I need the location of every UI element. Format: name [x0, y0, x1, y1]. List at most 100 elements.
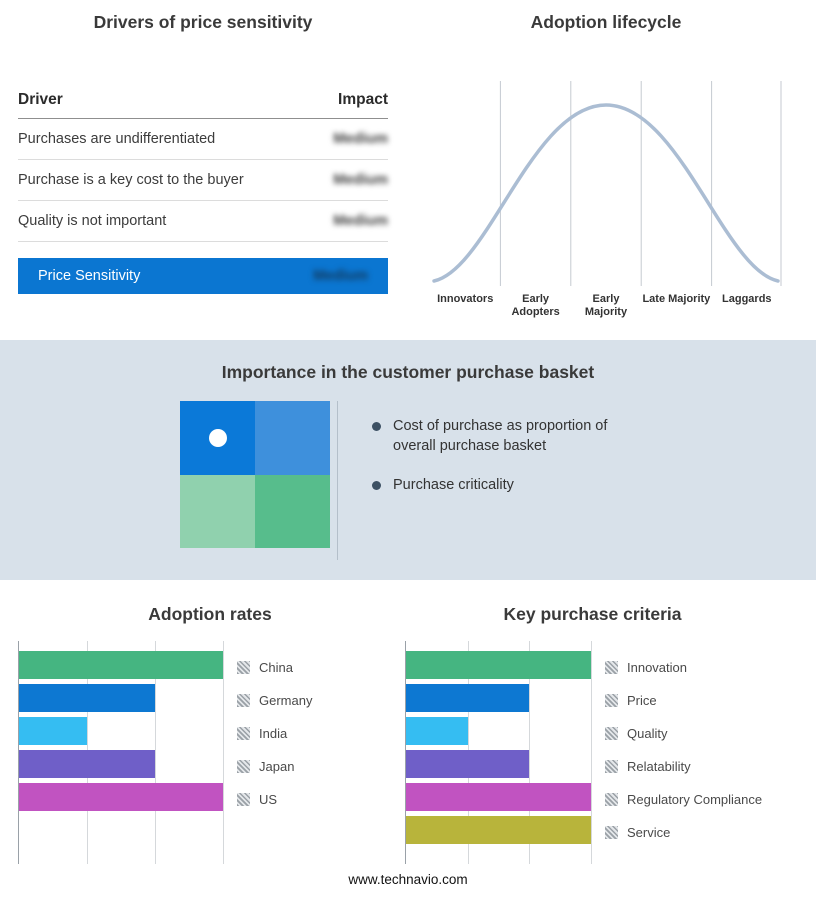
legend-item-price: Price: [605, 684, 762, 717]
legend-label: Price: [627, 693, 657, 708]
driver-cell: Quality is not important: [18, 213, 167, 229]
legend-item-germany: Germany: [237, 684, 312, 717]
legend-swatch-icon: [605, 661, 618, 674]
bullet-text: Purchase criticality: [393, 477, 514, 494]
bar-price: [406, 684, 530, 712]
legend: China Germany India Japan US: [237, 641, 312, 864]
legend-swatch-icon: [237, 727, 250, 740]
legend-label: US: [259, 792, 278, 807]
purchase-basket-matrix: [180, 401, 338, 560]
bar-relatability: [406, 750, 530, 778]
price-sensitivity-row: Price Sensitivity Medium: [18, 258, 388, 294]
impact-cell: Medium: [333, 131, 388, 147]
legend-swatch-icon: [605, 727, 618, 740]
lifecycle-chart: Innovators Early Adopters Early Majority…: [430, 81, 782, 319]
drivers-title: Drivers of price sensitivity: [93, 12, 313, 32]
legend-swatch-icon: [237, 694, 250, 707]
legend-label: Relatability: [627, 759, 691, 774]
bar-us: [19, 783, 223, 811]
table-row: Quality is not important Medium: [18, 201, 388, 242]
impact-cell: Medium: [333, 213, 388, 229]
legend-item-us: US: [237, 783, 312, 816]
drivers-table: Driver Impact Purchases are undifferenti…: [18, 85, 388, 294]
basket-body: Cost of purchase as proportion of overal…: [0, 401, 816, 560]
legend-swatch-icon: [605, 793, 618, 806]
legend-label: Service: [627, 825, 671, 840]
stage-label-late-majority: Late Majority: [642, 293, 711, 305]
gridline: [223, 641, 224, 864]
legend-item-regulatory-compliance: Regulatory Compliance: [605, 783, 762, 816]
table-row: Purchase is a key cost to the buyer Medi…: [18, 160, 388, 201]
legend-item-relatability: Relatability: [605, 750, 762, 783]
column-header-driver: Driver: [18, 91, 63, 108]
legend-item-japan: Japan: [237, 750, 312, 783]
legend-label: Innovation: [627, 660, 687, 675]
key-purchase-criteria-barchart: Innovation Price Quality Relatability Regula…: [405, 641, 780, 864]
bar-germany: [19, 684, 155, 712]
drivers-panel: Drivers of price sensitivity Driver Impa…: [0, 12, 402, 340]
legend-swatch-icon: [605, 694, 618, 707]
bullet-icon: [372, 481, 381, 491]
legend-label: China: [259, 660, 293, 675]
bar-japan: [19, 750, 155, 778]
legend-swatch-icon: [605, 826, 618, 839]
bar-india: [19, 717, 87, 745]
legend-swatch-icon: [237, 760, 250, 773]
bar-plot: [18, 641, 224, 864]
column-header-impact: Impact: [338, 91, 388, 108]
bar-innovation: [406, 651, 591, 679]
bullet-item: Cost of purchase as proportion of overal…: [372, 417, 614, 456]
driver-cell: Purchase is a key cost to the buyer: [18, 172, 244, 188]
summary-impact: Medium: [313, 268, 368, 284]
legend-swatch-icon: [237, 661, 250, 674]
bell-curve-path: [432, 103, 780, 283]
legend-label: Quality: [627, 726, 668, 741]
legend-swatch-icon: [605, 760, 618, 773]
matrix-marker-dot: [208, 428, 227, 447]
basket-bullets: Cost of purchase as proportion of overal…: [372, 401, 614, 548]
table-row: Purchases are undifferentiated Medium: [18, 119, 388, 160]
bullet-item: Purchase criticality: [372, 476, 614, 496]
gridline: [529, 641, 531, 864]
basket-section: Importance in the customer purchase bask…: [0, 340, 816, 580]
basket-title: Importance in the customer purchase bask…: [221, 362, 595, 382]
bar-quality: [406, 717, 468, 745]
bar-china: [19, 651, 223, 679]
table-header: Driver Impact: [18, 85, 388, 119]
legend: Innovation Price Quality Relatability Regula…: [605, 641, 762, 864]
legend-item-quality: Quality: [605, 717, 762, 750]
legend-label: Japan: [259, 759, 295, 774]
gridline: [154, 641, 156, 864]
lifecycle-panel: Adoption lifecycle Innovators Early Adop…: [402, 12, 816, 340]
legend-item-india: India: [237, 717, 312, 750]
lifecycle-title: Adoption lifecycle: [530, 12, 682, 32]
legend-item-china: China: [237, 651, 312, 684]
legend-item-innovation: Innovation: [605, 651, 762, 684]
adoption-rates-chart: Adoption rates China Germany India Japan US: [0, 604, 402, 864]
adoption-rates-barchart: China Germany India Japan US: [18, 641, 402, 864]
stage-labels: Innovators Early Adopters Early Majority…: [430, 293, 782, 319]
driver-cell: Purchases are undifferentiated: [18, 131, 216, 147]
bars: [19, 641, 223, 811]
legend-item-service: Service: [605, 816, 762, 849]
website-url: www.technavio.com: [348, 872, 468, 887]
bell-curve-svg: [432, 81, 782, 286]
matrix-top-right: [255, 401, 330, 475]
stage-label-laggards: Laggards: [722, 293, 772, 305]
bars: [406, 641, 591, 844]
matrix-bottom-left: [180, 474, 255, 548]
stage-label-early-majority: Early Majority: [584, 293, 628, 319]
top-section: Drivers of price sensitivity Driver Impa…: [0, 0, 816, 340]
key-purchase-criteria-title: Key purchase criteria: [503, 604, 682, 624]
legend-label: Regulatory Compliance: [627, 792, 763, 807]
summary-label: Price Sensitivity: [38, 268, 141, 284]
adoption-rates-title: Adoption rates: [148, 604, 272, 624]
stage-label-early-adopters: Early Adopters: [511, 293, 560, 319]
matrix-bottom-right: [255, 474, 330, 548]
gridline: [591, 641, 592, 864]
bar-plot: [405, 641, 592, 864]
bullet-text: Cost of purchase as proportion of overal…: [393, 418, 608, 454]
matrix-top-left: [180, 401, 255, 475]
key-purchase-criteria-chart: Key purchase criteria Innovation Price Qua…: [402, 604, 816, 864]
